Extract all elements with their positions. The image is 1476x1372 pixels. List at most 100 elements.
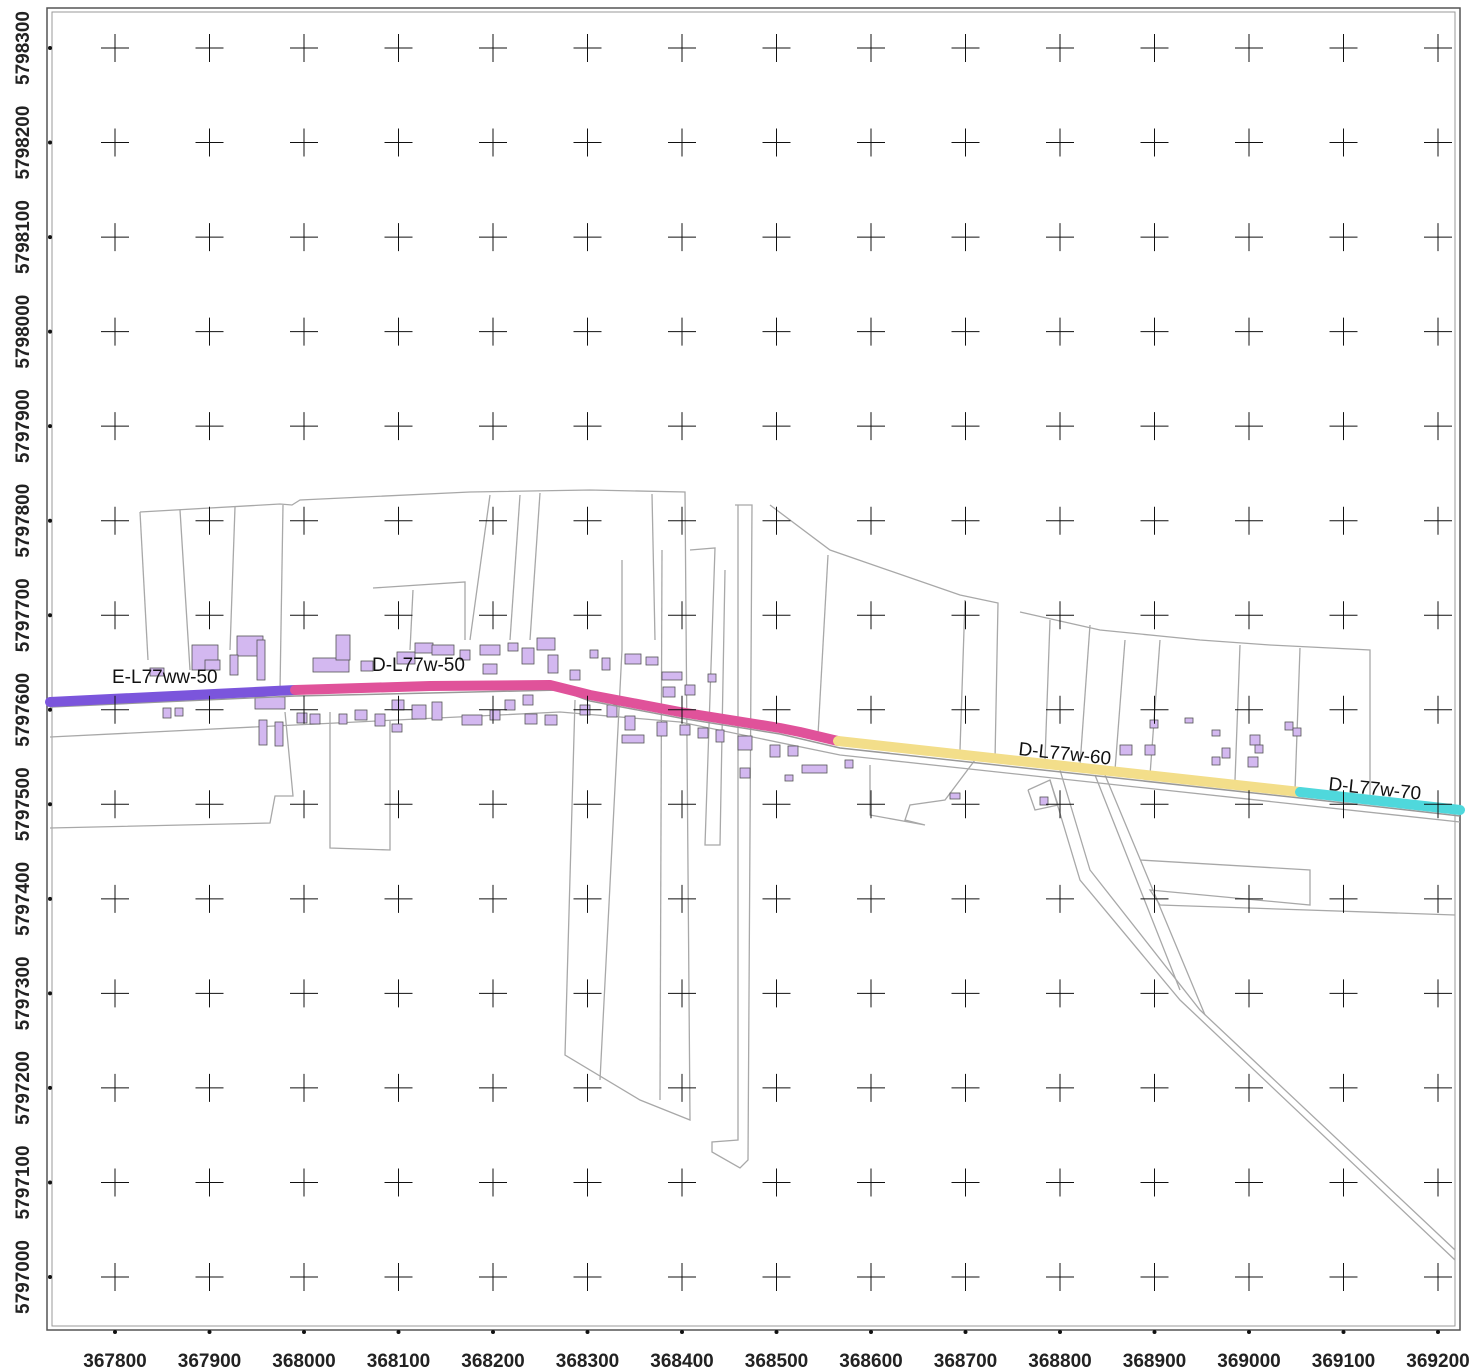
building [707, 673, 717, 683]
building [606, 704, 618, 718]
building [254, 696, 286, 710]
y-tick-dot [48, 329, 52, 334]
building [312, 657, 350, 673]
building [461, 714, 483, 726]
building [354, 709, 368, 721]
building [656, 721, 668, 737]
y-tick-label: 5797600 [13, 673, 34, 747]
y-tick-label: 5797300 [13, 956, 34, 1030]
x-tick-dot [774, 1330, 779, 1334]
y-tick-label: 5797000 [13, 1240, 34, 1314]
y-tick-dot [48, 140, 52, 145]
y-tick-dot [48, 424, 52, 429]
labels: E-L77ww-50D-L77w-50D-L77w-60D-L77w-70367… [13, 11, 1470, 1372]
y-tick-dot [48, 613, 52, 618]
building [1184, 717, 1194, 724]
building [801, 764, 828, 774]
building [338, 713, 348, 725]
building [258, 719, 268, 746]
building [697, 727, 709, 739]
x-tick-label: 368100 [367, 1351, 430, 1372]
building [335, 634, 351, 661]
building [431, 644, 455, 656]
x-tick-dot [680, 1330, 684, 1334]
building [391, 723, 403, 733]
building [569, 669, 581, 681]
building [949, 792, 961, 800]
building [1144, 744, 1156, 756]
building [844, 759, 854, 769]
building [162, 707, 172, 719]
parcels [49, 489, 1461, 1261]
x-tick-label: 369000 [1217, 1351, 1280, 1372]
x-tick-label: 368700 [934, 1351, 997, 1372]
y-tick-dot [48, 518, 52, 523]
x-tick-dot [869, 1330, 873, 1334]
building [662, 686, 676, 698]
building [374, 713, 386, 727]
road-segment [290, 680, 843, 746]
building [522, 694, 534, 706]
y-tick-dot [48, 802, 52, 807]
building [536, 637, 556, 651]
x-tick-label: 368200 [461, 1351, 524, 1372]
building [1119, 744, 1133, 756]
building [524, 713, 538, 725]
building [204, 659, 221, 671]
building [715, 729, 725, 743]
building [547, 654, 559, 674]
x-tick-label: 368400 [650, 1351, 713, 1372]
road-outline [49, 689, 1461, 817]
y-tick-label: 5797900 [13, 389, 34, 463]
x-tick-label: 368500 [745, 1351, 808, 1372]
y-tick-dot [48, 1180, 52, 1185]
building [479, 644, 501, 656]
y-tick-dot [48, 1085, 52, 1090]
building [1249, 734, 1261, 746]
x-tick-label: 367900 [178, 1351, 241, 1372]
building [1221, 747, 1231, 759]
building [256, 639, 266, 681]
road-segment [833, 736, 1305, 797]
y-tick-dot [48, 235, 52, 240]
x-tick-dot [207, 1330, 212, 1334]
building [1284, 721, 1294, 731]
x-tick-label: 367800 [83, 1351, 146, 1372]
building [645, 656, 659, 666]
building [274, 721, 284, 747]
building [414, 642, 434, 654]
x-tick-dot [113, 1330, 117, 1334]
grid [48, 34, 1452, 1334]
building [459, 649, 471, 661]
building [739, 767, 751, 779]
building [784, 774, 794, 782]
building [624, 653, 642, 665]
y-tick-label: 5797700 [13, 578, 34, 652]
building [589, 649, 599, 659]
building [624, 715, 636, 731]
y-tick-label: 5798000 [13, 295, 34, 369]
x-tick-label: 368800 [1028, 1351, 1091, 1372]
building [684, 684, 696, 696]
building [679, 724, 691, 736]
x-tick-dot [1341, 1330, 1346, 1334]
building [1292, 727, 1302, 737]
building [149, 667, 165, 677]
y-tick-label: 5798300 [13, 11, 34, 85]
building [504, 699, 516, 711]
buildings [149, 634, 1302, 806]
building [482, 663, 498, 675]
x-tick-dot [1152, 1330, 1157, 1334]
x-tick-dot [491, 1330, 495, 1334]
segment-label: E-L77ww-50 [112, 667, 218, 688]
x-tick-dot [1058, 1330, 1062, 1334]
building [431, 701, 443, 721]
building [296, 712, 308, 724]
x-tick-label: 368000 [272, 1351, 335, 1372]
y-tick-label: 5797400 [13, 862, 34, 936]
building [769, 744, 781, 758]
y-tick-label: 5797100 [13, 1145, 34, 1219]
y-tick-label: 5797200 [13, 1051, 34, 1125]
road-segment [45, 685, 300, 707]
